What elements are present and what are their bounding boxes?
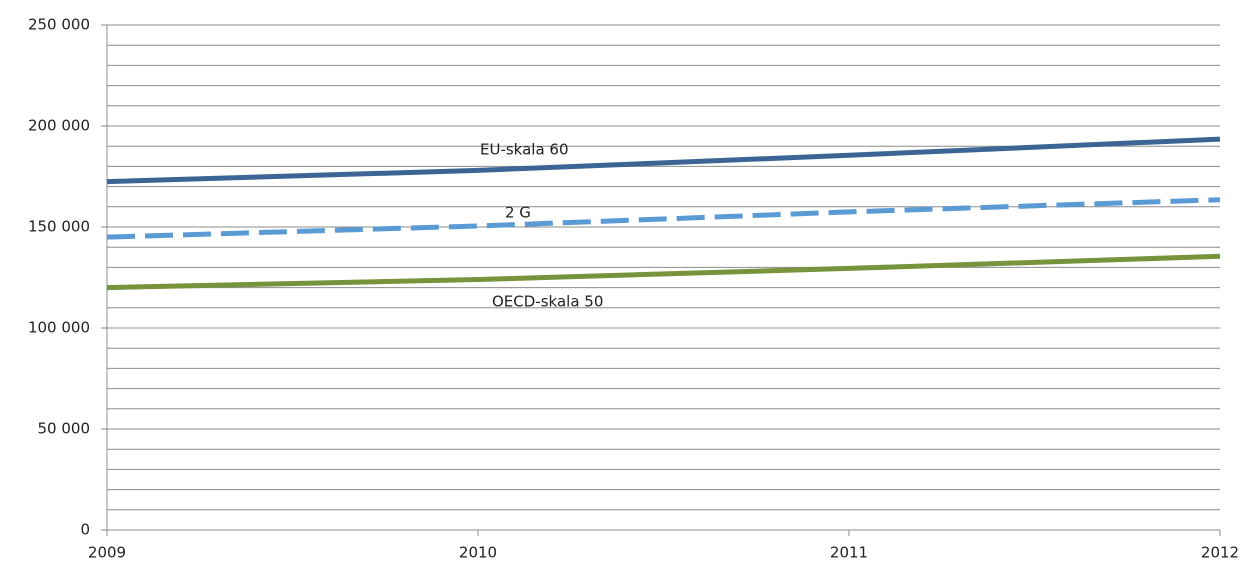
y-tick-label: 250 000 <box>28 16 90 34</box>
x-tick-label: 2009 <box>88 544 126 562</box>
x-tick-label: 2012 <box>1201 544 1239 562</box>
series-label: EU-skala 60 <box>480 141 569 159</box>
y-tick-label: 0 <box>80 521 90 539</box>
series-line <box>106 253 1221 291</box>
series-label: OECD-skala 50 <box>492 293 603 311</box>
y-tick-label: 200 000 <box>28 117 90 135</box>
y-tick-label: 50 000 <box>38 420 91 438</box>
series-label: 2 G <box>505 204 531 222</box>
series-line <box>106 197 1221 240</box>
series-line <box>106 136 1221 185</box>
x-tick-label: 2011 <box>830 544 868 562</box>
y-tick-label: 150 000 <box>28 218 90 236</box>
y-tick-label: 100 000 <box>28 319 90 337</box>
x-tick-label: 2010 <box>459 544 497 562</box>
